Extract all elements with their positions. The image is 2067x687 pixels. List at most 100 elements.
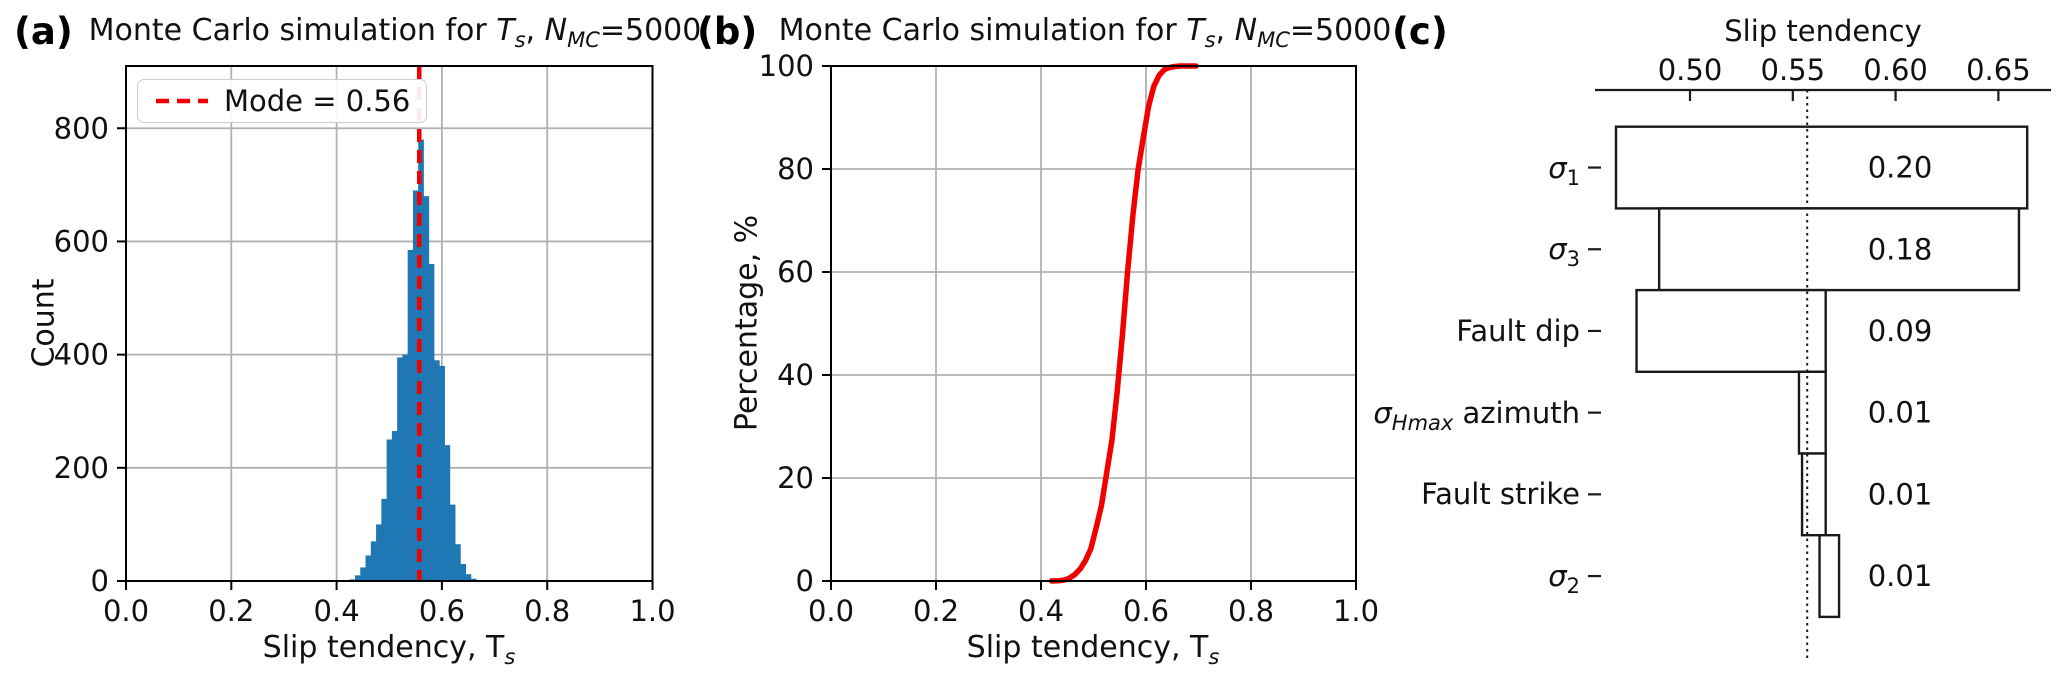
xlabel-sub: s [1208,645,1220,669]
title-var-N: N [544,13,568,48]
b-x-tick-label: 0.2 [913,594,959,628]
title-var-T-sub: s [1204,28,1216,52]
b-y-tick-label: 40 [777,358,814,392]
b-x-tick-label: 0.6 [1123,594,1169,628]
c-x-tick-label: 0.55 [1761,53,1826,87]
histogram-bar [428,264,435,581]
title-value: =5000 [599,13,702,48]
c-x-tick-label: 0.65 [1966,53,2031,87]
title-var-T: T [496,13,515,48]
histogram-bar [407,249,414,581]
tornado-bar [1635,288,1827,374]
histogram-bar [439,365,445,581]
panel-b-ylabel: Percentage, % [729,214,765,432]
title-var-T-sub: s [514,28,526,52]
tornado-value-label: 0.09 [1868,314,1933,348]
legend-label: Mode = 0.56 [224,84,411,118]
histogram-bar [423,196,430,581]
b-x-tick-label: 0.0 [808,594,854,628]
histogram-bar [365,555,372,581]
histogram-bar [360,567,366,581]
panel-b-title: Monte Carlo simulation for Ts, NMC=5000 [779,13,1392,52]
legend: Mode = 0.56 [137,79,428,123]
histogram-bar [370,541,377,581]
title-text: Monte Carlo simulation for [88,13,497,48]
tornado-value-label: 0.20 [1868,151,1933,185]
a-y-tick-label: 200 [54,451,109,485]
xlabel-sub: s [504,645,516,669]
tornado-bar [1657,207,2021,292]
c-x-tick-label: 0.50 [1658,53,1723,87]
title-var-N: N [1234,13,1258,48]
histogram-bar [412,190,419,581]
a-x-tick-label: 0.4 [314,594,360,628]
a-x-tick-label: 0.6 [419,594,465,628]
histogram-bar [465,574,472,581]
title-var-N-sub: MC [567,28,600,52]
title-value: =5000 [1289,13,1392,48]
histogram-bar [449,504,456,581]
tornado-value-label: 0.01 [1868,559,1933,593]
a-y-tick-label: 600 [54,224,109,258]
legend-dash-icon [156,98,208,104]
title-text: Monte Carlo simulation for [778,13,1187,48]
histogram-bar [391,431,398,581]
tornado-category-label: σHmax azimuth [1373,395,1580,435]
c-x-tick-label: 0.60 [1863,53,1928,87]
histogram-bar [434,360,440,581]
a-x-tick-label: 0.2 [208,594,254,628]
panel-a-ylabel: Count [26,278,62,368]
histogram-bar [381,498,388,581]
panel-b-xlabel: Slip tendency, Ts [967,630,1220,669]
xlabel-text: Slip tendency, T [966,630,1209,665]
b-y-tick-label: 60 [777,255,814,289]
title-comma: , [1215,13,1235,48]
panel-a-letter: (a) [14,10,73,53]
xlabel-text: Slip tendency, T [262,630,505,665]
b-x-tick-label: 0.8 [1228,594,1274,628]
histogram-bar [460,564,466,581]
tornado-value-label: 0.01 [1868,477,1933,511]
panel-b-letter: (b) [697,10,758,53]
histogram-bar [376,524,382,581]
histogram-bar [397,357,403,581]
tornado-category-label: Fault dip [1456,313,1580,348]
tornado-bar [1818,534,1841,619]
a-x-tick-label: 1.0 [629,594,675,628]
panel-a-title: Monte Carlo simulation for Ts, NMC=5000 [89,13,702,52]
b-y-tick-label: 20 [777,461,814,495]
tornado-bar [1797,370,1827,455]
tornado-category-label: σ2 [1548,559,1580,598]
cdf-curve [1048,63,1199,584]
tornado-value-label: 0.18 [1868,232,1933,266]
b-x-tick-label: 0.4 [1018,594,1064,628]
a-y-tick-label: 400 [54,338,109,372]
tornado-bar [1614,125,2029,210]
a-y-tick-label: 800 [54,111,109,145]
histogram-bar [470,578,477,581]
b-y-tick-label: 80 [777,152,814,186]
tornado-category-label: σ1 [1548,150,1580,190]
tornado-category-label: σ3 [1548,232,1580,272]
title-comma: , [525,13,545,48]
panel-c-axis-title: Slip tendency [1724,14,1922,48]
panel-c-letter: (c) [1392,10,1448,53]
a-x-tick-label: 0.0 [103,594,149,628]
b-frame [830,65,1357,582]
histogram-bar [402,354,409,581]
panel-a-xlabel: Slip tendency, Ts [263,630,516,669]
b-y-tick-label: 0 [796,564,814,598]
a-frame [125,65,654,582]
histogram-bar [355,575,361,581]
histogram-bar [455,544,461,581]
title-var-T: T [1186,13,1205,48]
tornado-value-label: 0.01 [1868,396,1933,430]
b-x-tick-label: 1.0 [1333,594,1379,628]
a-y-tick-label: 0 [91,564,109,598]
title-var-N-sub: MC [1257,28,1290,52]
histogram-bar [386,439,393,581]
tornado-bar [1800,452,1827,537]
histogram-bar [444,445,451,581]
